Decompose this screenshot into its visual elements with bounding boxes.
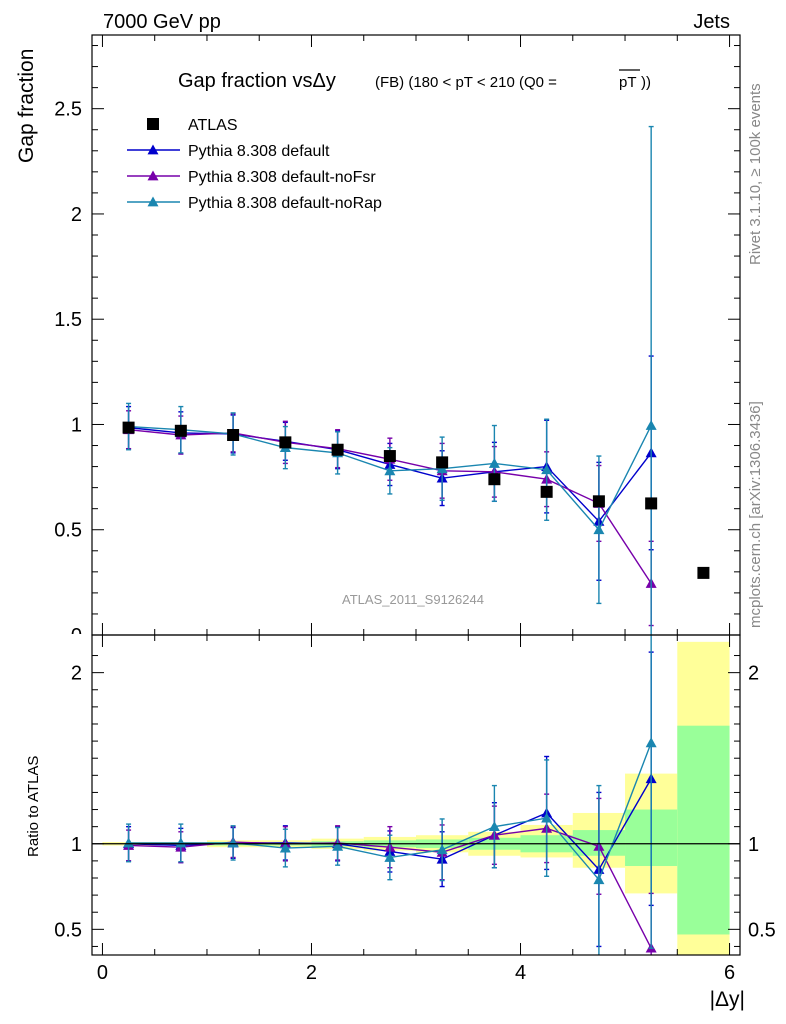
legend-noRap-marker xyxy=(147,196,159,207)
main-atlas-point xyxy=(645,497,658,510)
ratio-noRap-point xyxy=(384,851,396,862)
legend-default-marker xyxy=(147,144,159,155)
analysis-watermark: ATLAS_2011_S9126244 xyxy=(342,592,484,607)
main-y-tick-label: 1.5 xyxy=(54,309,82,331)
ratio-noRap-point xyxy=(645,737,657,748)
ratio-noRap-point xyxy=(488,821,500,832)
main-y-tick-label: 1 xyxy=(71,414,82,436)
rivet-version-label: Rivet 3.1.10, ≥ 100k events xyxy=(747,83,764,265)
ratio-noRap-point xyxy=(227,837,239,848)
main-y-tick-label: 2.5 xyxy=(54,99,82,121)
ratio-y-tick-label-right: 1 xyxy=(748,834,759,856)
x-tick-label: 0 xyxy=(97,962,108,984)
ratio-noRap-point xyxy=(593,874,605,885)
main-y-tick-label: 2 xyxy=(71,204,82,226)
main-y-tick-label-zero: 0 xyxy=(71,625,82,647)
main-atlas-point xyxy=(436,456,449,469)
ratio-noRap-point xyxy=(279,842,291,853)
legend-noRap-label: Pythia 8.308 default-noRap xyxy=(188,195,382,212)
ratio-y-tick-label-left: 2 xyxy=(71,663,82,685)
header-jets: Jets xyxy=(693,11,730,33)
ratio-group xyxy=(123,635,657,955)
plot-title-main: Gap fraction vsΔy xyxy=(178,70,336,92)
ratio-y-tick-label-left: 1 xyxy=(71,834,82,856)
ratio-y-tick-label-right: 0.5 xyxy=(748,919,776,941)
main-y-axis-label: Gap fraction xyxy=(15,49,38,163)
ratio-noRap-point xyxy=(436,844,448,855)
main-atlas-point xyxy=(279,436,292,449)
main-atlas-point xyxy=(331,443,344,456)
x-axis-label: |Δy| xyxy=(710,988,745,1011)
ratio-noRap-point xyxy=(123,837,135,848)
mc-uncertainty-bands xyxy=(102,641,730,955)
ratio-y-tick-label-left: 0.5 xyxy=(54,919,82,941)
band-inner xyxy=(677,725,730,935)
legend-default-label: Pythia 8.308 default xyxy=(188,143,330,160)
plot-title-end: )) xyxy=(641,74,651,91)
plot-title-sub: (FB) (180 < pT < 210 (Q0 = xyxy=(375,74,557,91)
main-atlas-point xyxy=(122,421,135,434)
ratio-y-tick-label-right: 2 xyxy=(748,663,759,685)
x-tick-label: 4 xyxy=(515,962,526,984)
ratio-noRap-point xyxy=(175,837,187,848)
legend: ATLAS Pythia 8.308 default Pythia 8.308 de… xyxy=(127,117,382,212)
legend-data-label: ATLAS xyxy=(188,117,238,134)
legend-noFsr-label: Pythia 8.308 default-noFsr xyxy=(188,169,376,186)
x-tick-label: 2 xyxy=(306,962,317,984)
main-noRap-point xyxy=(645,420,657,430)
ratio-y-axis-label: Ratio to ATLAS xyxy=(25,756,42,857)
series-layer xyxy=(122,125,710,955)
ratio-noRap-point xyxy=(332,840,344,851)
main-noRap-point xyxy=(384,465,396,476)
main-atlas-point xyxy=(592,495,605,508)
main-atlas-point xyxy=(540,485,553,498)
main-atlas-point xyxy=(488,473,501,486)
main-atlas-point xyxy=(383,450,396,463)
plot-title-overline-pt: pT xyxy=(619,74,637,91)
legend-atlas-marker xyxy=(147,118,159,130)
main-group xyxy=(122,421,710,579)
main-noRap-point xyxy=(593,524,605,535)
axes-layer: 0 2 4 6 0.5 1 1.5 2 2.5 0 0.5 0.5 1 1 2 2 xyxy=(54,34,776,984)
main-noRap-point xyxy=(488,457,500,468)
header-energy: 7000 GeV pp xyxy=(103,11,221,33)
main-atlas-point xyxy=(227,429,240,441)
legend-noFsr-marker xyxy=(147,170,159,181)
main-y-tick-label: 0.5 xyxy=(54,520,82,542)
main-atlas-point xyxy=(174,424,187,437)
mcplots-label: mcplots.cern.ch [arXiv:1306.3436] xyxy=(747,401,764,628)
ratio-noRap-point xyxy=(541,812,553,823)
main-atlas-point xyxy=(697,566,710,579)
x-tick-label: 6 xyxy=(724,962,735,984)
main-noRap-point xyxy=(541,464,553,475)
